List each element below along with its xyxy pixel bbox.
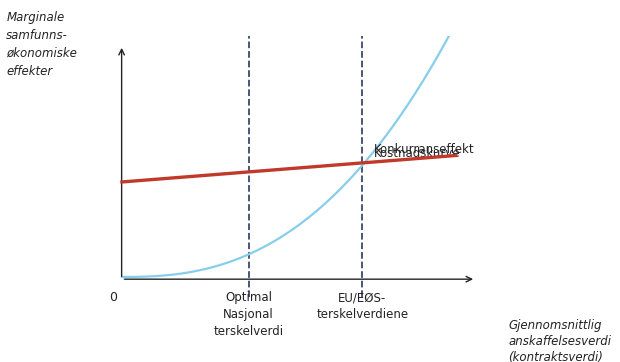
Text: Gjennomsnittlig
anskaffelsesverdi
(kontraktsverdi): Gjennomsnittlig anskaffelsesverdi (kontr… (508, 319, 611, 362)
Text: Kostnadskurve: Kostnadskurve (374, 147, 461, 160)
Text: 0: 0 (109, 291, 117, 304)
Text: Optimal
Nasjonal
terskelverdi: Optimal Nasjonal terskelverdi (213, 291, 284, 338)
Text: EU/EØS-
terskelverdiene: EU/EØS- terskelverdiene (316, 291, 409, 321)
Text: Konkurranseffekt: Konkurranseffekt (374, 143, 475, 156)
Text: Marginale
samfunns-
økonomiske
effekter: Marginale samfunns- økonomiske effekter (6, 11, 77, 78)
